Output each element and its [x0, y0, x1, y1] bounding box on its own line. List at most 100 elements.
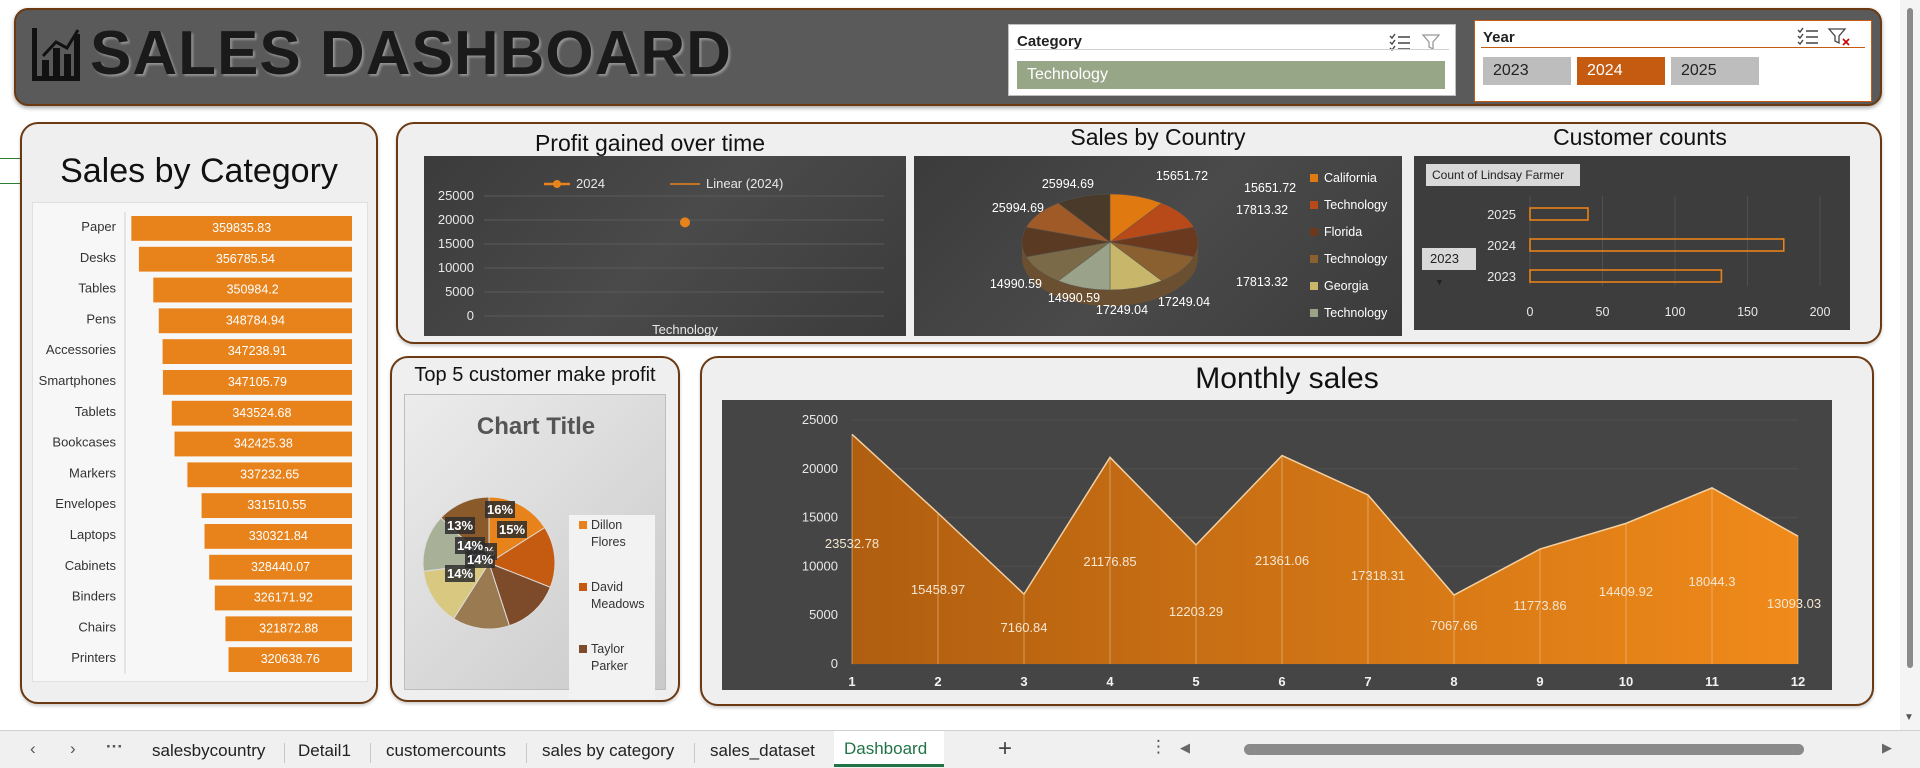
- year-option-2023[interactable]: 2023: [1483, 57, 1571, 85]
- add-sheet-icon[interactable]: +: [998, 735, 1013, 762]
- category-label: Smartphones: [39, 373, 117, 388]
- data-label: 13093.03: [1767, 596, 1821, 611]
- category-label: Pens: [86, 311, 116, 326]
- bar: [209, 554, 352, 580]
- slice-label: 17813.32: [1236, 275, 1288, 289]
- category-label: Tables: [78, 281, 116, 296]
- data-label: 14409.92: [1599, 584, 1653, 599]
- next-sheet-icon[interactable]: ›: [70, 739, 76, 758]
- slice-label: 14990.59: [1048, 291, 1100, 305]
- category-label: Envelopes: [55, 496, 116, 511]
- chart-title: Sales by Country: [1070, 124, 1246, 150]
- slicer-divider: [1015, 49, 1449, 50]
- scroll-down-icon[interactable]: ▼: [1904, 712, 1914, 723]
- legend-swatch: [579, 645, 587, 653]
- x-tick-label: 100: [1665, 305, 1686, 319]
- data-label: 12203.29: [1169, 604, 1223, 619]
- sheet-tab-sales-by-category[interactable]: sales by category: [542, 741, 675, 760]
- slice-label: 15651.72: [1244, 181, 1296, 195]
- year-slicer[interactable]: Year 2023 2024 2025: [1474, 20, 1872, 102]
- data-label: 14%: [447, 566, 473, 581]
- y-tick-label: 2024: [1487, 238, 1516, 253]
- data-label-box: [445, 565, 475, 582]
- data-label: 347238.91: [228, 344, 287, 358]
- x-tick-label: 50: [1596, 305, 1610, 319]
- pivot-field-button[interactable]: Count of Lindsay Farmer: [1426, 164, 1580, 186]
- legend-swatch: [1310, 309, 1318, 317]
- data-label: 16%: [487, 502, 513, 517]
- sheet-tab-dashboard[interactable]: Dashboard: [834, 731, 944, 767]
- chevron-down-icon: ▼: [1435, 277, 1444, 287]
- year-filter-dropdown[interactable]: 2023 ▼: [1422, 248, 1476, 287]
- bar-chart-icon: [32, 28, 80, 81]
- year-option-2024[interactable]: 2024: [1577, 57, 1665, 85]
- y-tick-label: 25000: [802, 412, 838, 427]
- sheet-tab-detail1[interactable]: Detail1: [298, 741, 351, 760]
- data-label: 14%: [457, 538, 483, 553]
- profit-chart-area: 0 5000 10000 15000 20000 25000 2024 Linear (202…: [424, 156, 906, 337]
- tab-divider: [526, 743, 527, 763]
- slice-label: 15651.72: [1156, 169, 1208, 183]
- legend-label: Georgia: [1324, 279, 1369, 293]
- scroll-right-icon[interactable]: ▶: [1882, 740, 1892, 755]
- category-label: Laptops: [70, 527, 117, 542]
- legend-swatch: [1310, 228, 1318, 236]
- y-tick-label: 10000: [438, 260, 474, 275]
- data-label-box: [497, 521, 527, 538]
- x-tick-label: 150: [1737, 305, 1758, 319]
- dashboard-header: SALES DASHBOARD Category Technology Year…: [14, 8, 1882, 106]
- data-label: 337232.65: [240, 467, 299, 481]
- legend-label: Dillon: [591, 518, 622, 532]
- data-label: 11773.86: [1513, 598, 1566, 613]
- horizontal-scrollbar-thumb[interactable]: [1244, 744, 1804, 755]
- category-label: Printers: [71, 650, 116, 665]
- y-tick-label: 5000: [445, 284, 474, 299]
- slice-label: 17249.04: [1158, 295, 1210, 309]
- scrollbar-thumb[interactable]: [1907, 8, 1913, 668]
- data-label: 359835.83: [212, 221, 271, 235]
- clear-filter-icon[interactable]: [1827, 27, 1851, 47]
- bar: [171, 400, 352, 426]
- sheet-tab-bar: ‹ › ··· salesbycountry Detail1 customerc…: [0, 730, 1920, 768]
- x-tick-label: 9: [1536, 674, 1543, 689]
- y-tick-label: 0: [467, 308, 474, 323]
- x-tick-label: 3: [1020, 674, 1027, 689]
- pie-slice: [1057, 193, 1111, 243]
- x-tick-label: Technology: [652, 322, 718, 336]
- top5-chart-area: Chart Title 16%15%14%14%14%14%13%DillonF…: [404, 394, 666, 699]
- chart-title: Profit gained over time: [534, 130, 766, 156]
- year-filter-value: 2023: [1430, 251, 1459, 266]
- sheet-tab-label: Dashboard: [844, 739, 928, 758]
- prev-sheet-icon[interactable]: ‹: [30, 739, 36, 758]
- slice-label: 17813.32: [1236, 203, 1288, 217]
- year-option-2025[interactable]: 2025: [1671, 57, 1759, 85]
- legend-label: California: [1324, 171, 1377, 185]
- scroll-left-icon[interactable]: ◀: [1180, 740, 1190, 755]
- more-options-icon[interactable]: ⋮: [1150, 737, 1167, 756]
- data-label-box: [445, 517, 475, 534]
- sheet-tab-customercounts[interactable]: customercounts: [386, 741, 506, 760]
- legend-label: Flores: [591, 535, 626, 549]
- legend-label: Parker: [591, 659, 628, 673]
- more-sheets-icon[interactable]: ···: [106, 737, 123, 756]
- category-slicer[interactable]: Category Technology: [1008, 24, 1456, 96]
- category-slicer-title: Category: [1017, 33, 1083, 50]
- data-label: 350984.2: [227, 283, 279, 297]
- legend-swatch: [1310, 282, 1318, 290]
- top-charts-panel: Profit gained over time Sales by Country…: [396, 122, 1882, 344]
- category-option-technology[interactable]: Technology: [1017, 61, 1445, 89]
- y-tick-label: 25000: [438, 188, 474, 203]
- sheet-tab-salesbycountry[interactable]: salesbycountry: [152, 741, 266, 760]
- multi-select-icon[interactable]: [1797, 27, 1819, 45]
- y-tick-label: 2023: [1487, 269, 1516, 284]
- chart-heading: Top 5 customer make profit: [414, 364, 656, 386]
- pie-slice: [452, 561, 511, 630]
- bar: [225, 616, 352, 642]
- data-label: 321872.88: [259, 621, 318, 635]
- customer-counts-chart: 0 50 100 150 200 2025 2024 2023: [1487, 196, 1830, 319]
- vertical-scrollbar[interactable]: ▼: [1900, 0, 1920, 730]
- country-chart-area: 15651.72 15651.72 17813.32 17813.32 17249.04…: [914, 156, 1402, 336]
- x-tick-label: 4: [1106, 674, 1114, 689]
- x-tick-label: 12: [1791, 674, 1805, 689]
- sheet-tab-sales-dataset[interactable]: sales_dataset: [710, 741, 815, 760]
